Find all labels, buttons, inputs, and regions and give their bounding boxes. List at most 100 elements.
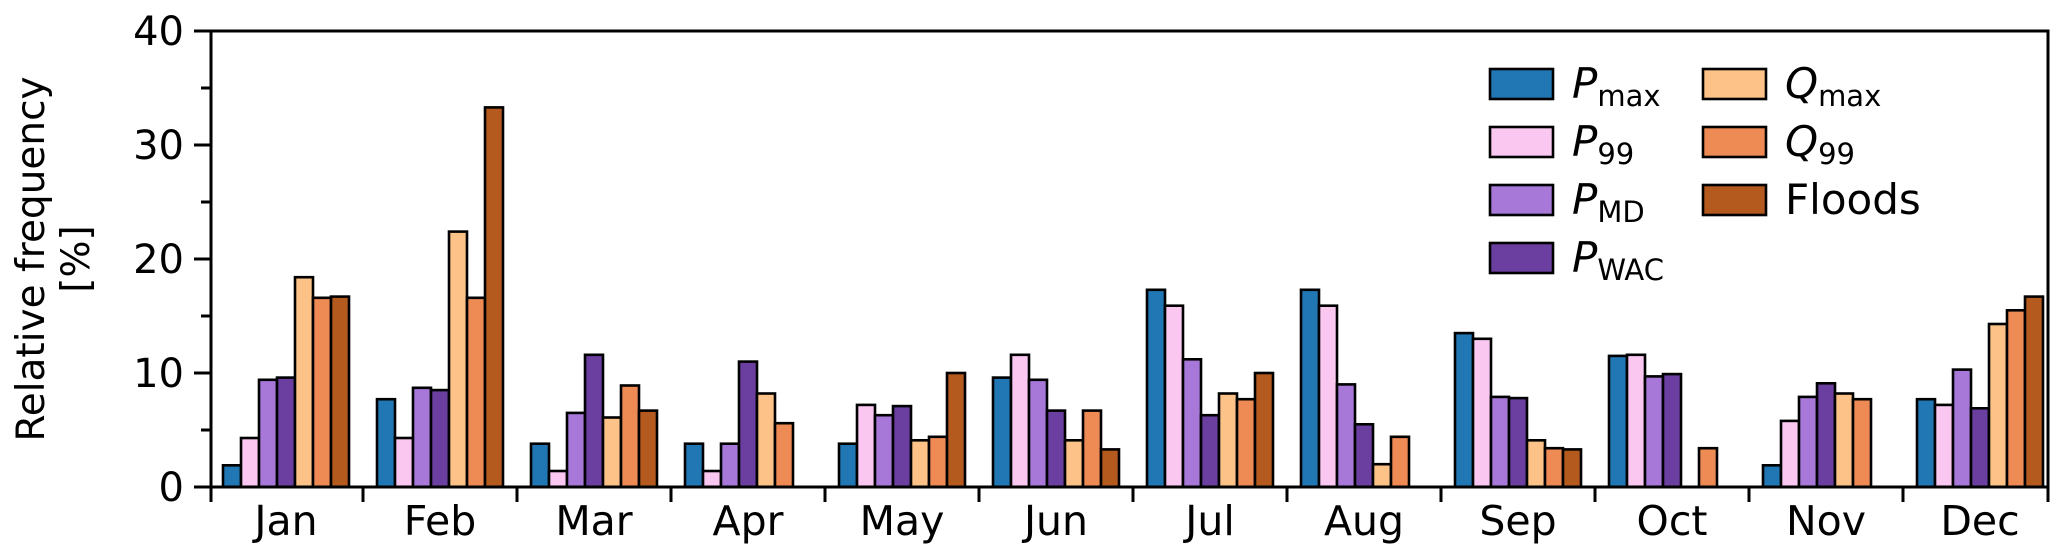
- x-tick-label: Dec: [1940, 497, 2019, 545]
- bar-p-wac-jul: [1199, 413, 1221, 489]
- bar-q-99-aug: [1389, 435, 1411, 489]
- bar-q-99-jun: [1081, 409, 1103, 489]
- y-tick-label: 10: [133, 351, 184, 397]
- bar-p-md-oct: [1643, 375, 1665, 489]
- bar-p-max-jan: [221, 463, 243, 489]
- x-tick-label: Nov: [1786, 497, 1866, 545]
- bar-p-max-dec: [1915, 397, 1937, 489]
- bar-p-max-mar: [529, 442, 551, 489]
- bar-p-md-sep: [1489, 395, 1511, 489]
- legend-label-p-wac: PWAC: [1572, 233, 1664, 287]
- series-floods: [329, 106, 2045, 489]
- bar-q-99-oct: [1697, 446, 1719, 489]
- bar-p-wac-feb: [429, 388, 451, 489]
- legend-swatch-p-max: [1488, 67, 1555, 101]
- bar-q-max-apr: [755, 392, 777, 489]
- y-axis-label-line2: [%]: [54, 225, 99, 293]
- bar-q-99-mar: [619, 384, 641, 489]
- bar-p-max-feb: [375, 397, 397, 489]
- bar-p-md-feb: [411, 386, 433, 489]
- bar-p-md-may: [873, 413, 895, 489]
- bar-p-wac-jan: [275, 376, 297, 489]
- bar-p-wac-apr: [737, 360, 759, 489]
- bar-p-wac-may: [891, 404, 913, 489]
- bar-p-99-mar: [547, 469, 569, 489]
- x-tick-label: Apr: [713, 497, 784, 545]
- legend-swatch-floods: [1701, 183, 1768, 217]
- bar-floods-jun: [1099, 448, 1121, 489]
- bar-floods-jan: [329, 295, 351, 489]
- bar-p-md-jun: [1027, 378, 1049, 489]
- x-tick-label: Jul: [1182, 497, 1234, 545]
- bar-q-99-jul: [1235, 397, 1257, 489]
- bar-p-md-mar: [565, 411, 587, 489]
- x-tick-label: Oct: [1637, 497, 1708, 545]
- y-axis: 0 10 20 30 40: [133, 9, 211, 511]
- bar-floods-jul: [1253, 371, 1275, 489]
- bar-q-99-apr: [773, 421, 795, 489]
- y-tick-label: 20: [133, 237, 184, 283]
- bar-p-max-jul: [1145, 288, 1167, 489]
- bar-q-max-may: [909, 438, 931, 489]
- bar-q-max-jan: [293, 275, 315, 489]
- bar-p-wac-aug: [1353, 422, 1375, 489]
- legend-label-q-max: Qmax: [1785, 59, 1881, 113]
- bar-p-max-may: [837, 442, 859, 489]
- x-tick-label: Aug: [1324, 497, 1404, 545]
- legend-label-floods: Floods: [1785, 175, 1921, 224]
- x-axis: Jan Feb Mar Apr May Jun Jul Aug Sep Oct Nov Dec: [209, 487, 2050, 545]
- series-p-md: [257, 357, 1973, 489]
- bar-p-wac-nov: [1815, 381, 1837, 489]
- bar-p-99-apr: [701, 469, 723, 489]
- bar-q-99-feb: [465, 296, 487, 489]
- legend-swatch-q-99: [1701, 125, 1768, 159]
- legend-label-p-max: Pmax: [1572, 59, 1661, 113]
- y-axis-label-line1: Relative frequency: [9, 76, 54, 441]
- bar-q-max-sep: [1525, 438, 1547, 489]
- bar-p-wac-mar: [583, 353, 605, 489]
- bar-p-99-feb: [393, 436, 415, 489]
- bar-floods-dec: [2023, 295, 2045, 489]
- bar-q-max-jun: [1063, 438, 1085, 489]
- x-tick-label: Mar: [555, 497, 632, 545]
- y-tick-label: 30: [133, 123, 184, 169]
- bar-p-99-dec: [1933, 403, 1955, 489]
- bar-q-max-dec: [1987, 322, 2009, 489]
- legend-label-q-99: Q99: [1785, 117, 1855, 171]
- bar-p-99-nov: [1779, 419, 1801, 489]
- x-tick-label: Jan: [251, 497, 317, 545]
- bar-floods-may: [945, 371, 967, 489]
- bar-p-99-jun: [1009, 353, 1031, 489]
- bar-p-max-nov: [1761, 463, 1783, 489]
- bar-p-md-nov: [1797, 395, 1819, 489]
- legend-label-p-99: P99: [1572, 117, 1634, 171]
- bar-p-md-dec: [1951, 368, 1973, 489]
- bar-p-99-oct: [1625, 353, 1647, 489]
- bar-p-wac-jun: [1045, 409, 1067, 489]
- bar-p-wac-dec: [1969, 406, 1991, 489]
- bar-p-99-may: [855, 403, 877, 489]
- bar-p-99-jul: [1163, 304, 1185, 489]
- bar-q-99-may: [927, 435, 949, 489]
- y-tick-label: 0: [159, 465, 184, 511]
- bar-q-99-nov: [1851, 397, 1873, 489]
- bar-q-99-dec: [2005, 308, 2027, 489]
- x-tick-label: Jun: [1021, 497, 1088, 545]
- legend-label-p-md: PMD: [1572, 175, 1645, 229]
- x-tick-label: Sep: [1479, 497, 1556, 545]
- bar-q-max-aug: [1371, 462, 1393, 489]
- x-tick-label: May: [860, 497, 945, 545]
- bar-p-99-aug: [1317, 304, 1339, 489]
- bar-p-max-aug: [1299, 288, 1321, 489]
- bar-p-max-sep: [1453, 331, 1475, 489]
- bar-p-md-jul: [1181, 357, 1203, 489]
- bar-q-99-sep: [1543, 446, 1565, 489]
- y-tick-label: 40: [133, 9, 184, 55]
- bar-floods-mar: [637, 409, 659, 489]
- bar-q-99-jan: [311, 296, 333, 489]
- x-tick-label: Feb: [404, 497, 477, 545]
- bar-p-max-apr: [683, 442, 705, 489]
- bar-p-md-aug: [1335, 383, 1357, 489]
